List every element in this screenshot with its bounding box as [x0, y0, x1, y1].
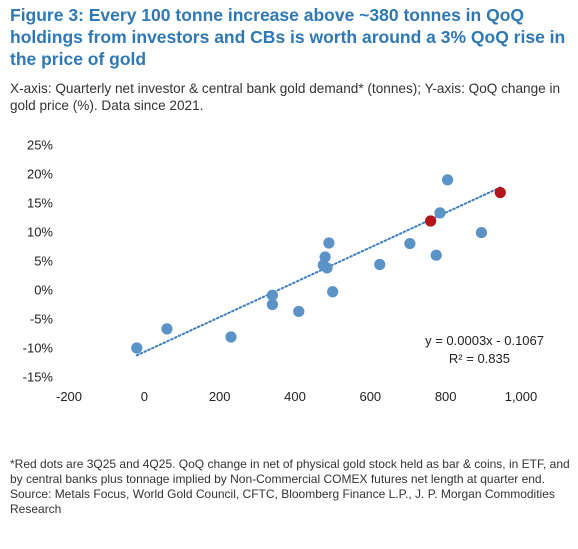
data-point — [374, 258, 386, 271]
y-tick-label: -10% — [23, 341, 54, 356]
x-tick-label: 0 — [141, 389, 148, 404]
x-tick-label: 200 — [209, 389, 231, 404]
y-tick-label: 15% — [27, 196, 53, 211]
y-tick-label: 5% — [34, 254, 53, 269]
x-tick-label: 600 — [359, 389, 381, 404]
data-point — [319, 251, 331, 263]
trendline-group — [135, 186, 502, 357]
y-tick-label: -5% — [30, 312, 54, 327]
chart-subtitle: X-axis: Quarterly net investor & central… — [10, 81, 561, 113]
data-point — [266, 298, 278, 311]
x-tick-label: 1,000 — [505, 389, 538, 404]
data-point — [425, 215, 437, 227]
data-point — [321, 262, 333, 274]
footnote-source: Source: Metals Focus, World Gold Council… — [10, 487, 555, 516]
data-point — [475, 226, 488, 239]
footnote-note: *Red dots are 3Q25 and 4Q25. QoQ change … — [10, 457, 570, 486]
chart-title: Figure 3: Every 100 tonne increase above… — [10, 5, 566, 69]
y-axis: 25% 20% 15% 10% 5% 0% -5% -10% -15% — [23, 138, 54, 385]
data-point — [494, 186, 506, 199]
data-point — [323, 237, 335, 249]
x-axis: -200 0 200 400 600 800 1,000 — [56, 389, 537, 404]
r-squared-label: R² = 0.835 — [449, 351, 510, 366]
data-point — [225, 331, 237, 343]
data-point — [404, 238, 416, 250]
data-points — [131, 174, 506, 354]
x-tick-label: -200 — [56, 389, 82, 404]
trendline-equation: y = 0.0003x - 0.1067 — [425, 333, 544, 348]
data-point — [293, 305, 305, 318]
footnote: *Red dots are 3Q25 and 4Q25. QoQ change … — [10, 457, 570, 517]
y-tick-label: 25% — [27, 138, 53, 153]
scatter-chart: 25% 20% 15% 10% 5% 0% -5% -10% -15% -200 0 200 400 6… — [23, 138, 544, 405]
x-tick-label: 400 — [284, 389, 306, 404]
data-point — [266, 289, 278, 301]
data-point — [131, 342, 143, 354]
y-tick-label: 20% — [27, 167, 53, 182]
y-tick-label: -15% — [23, 370, 54, 385]
y-tick-label: 0% — [34, 283, 53, 298]
data-point — [434, 207, 446, 219]
y-tick-label: 10% — [27, 225, 53, 240]
x-tick-label: 800 — [435, 389, 457, 404]
trendline — [135, 186, 502, 357]
data-point — [441, 174, 454, 186]
data-point — [430, 249, 442, 261]
data-point — [327, 286, 339, 298]
data-point — [161, 323, 173, 335]
